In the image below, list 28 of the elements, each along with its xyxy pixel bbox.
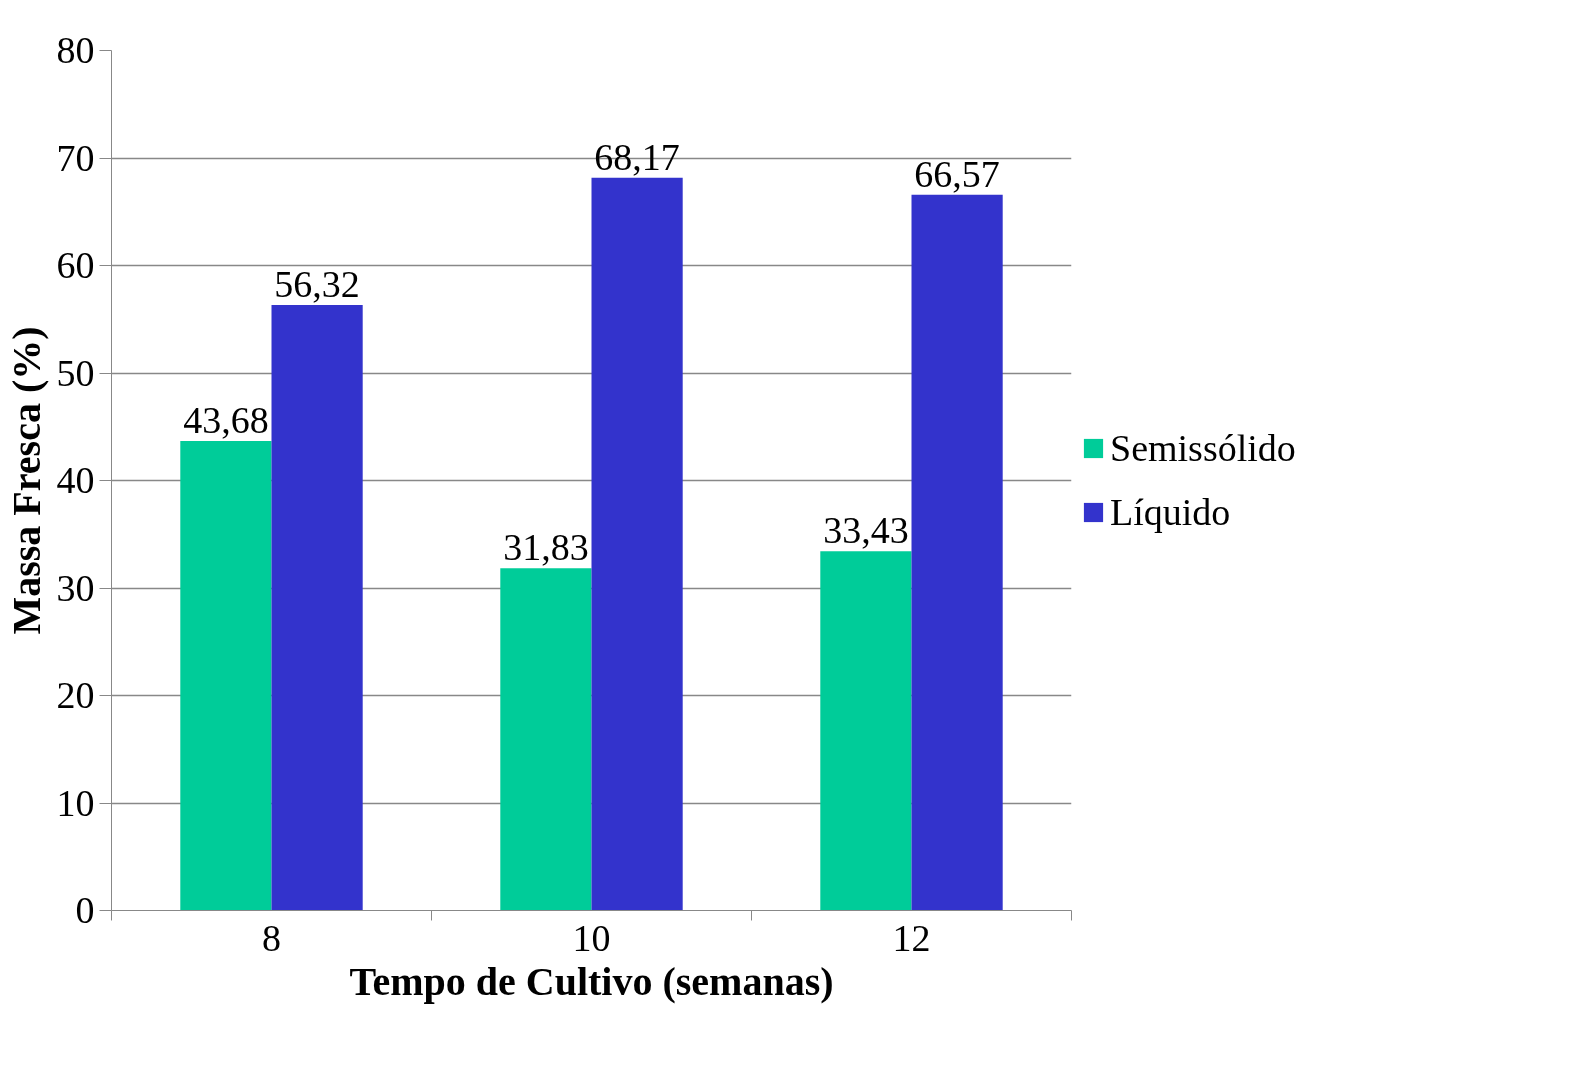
x-tick-label: 8 <box>262 916 281 959</box>
data-label: 66,57 <box>914 152 1000 195</box>
y-tick-label: 30 <box>56 566 95 609</box>
y-tick-label: 70 <box>56 136 95 179</box>
y-tick-label: 50 <box>56 351 95 394</box>
bar <box>591 177 683 911</box>
x-axis-title: Tempo de Cultivo (semanas) <box>349 958 834 1004</box>
data-label: 31,83 <box>503 526 589 569</box>
data-label: 33,43 <box>823 509 909 552</box>
legend-label: Líquido <box>1110 490 1231 534</box>
y-tick-label: 40 <box>56 459 95 501</box>
bar <box>180 440 272 911</box>
bar <box>500 568 592 911</box>
legend-label: Semissólido <box>1110 426 1296 470</box>
y-tick-label: 20 <box>56 674 95 716</box>
bar <box>820 551 912 911</box>
y-tick-label: 60 <box>56 244 95 286</box>
x-tick-label: 10 <box>572 916 611 959</box>
y-tick-label: 0 <box>75 889 95 931</box>
x-tick-label: 12 <box>892 916 931 959</box>
data-label: 43,68 <box>183 398 269 441</box>
data-label: 68,17 <box>594 135 680 178</box>
y-tick-label: 10 <box>56 781 95 824</box>
data-label: 56,32 <box>274 263 360 306</box>
bar <box>271 305 363 911</box>
y-axis-title: Massa Fresca (%) <box>3 326 49 635</box>
y-tick-label: 80 <box>56 29 95 71</box>
bar <box>911 194 1003 911</box>
